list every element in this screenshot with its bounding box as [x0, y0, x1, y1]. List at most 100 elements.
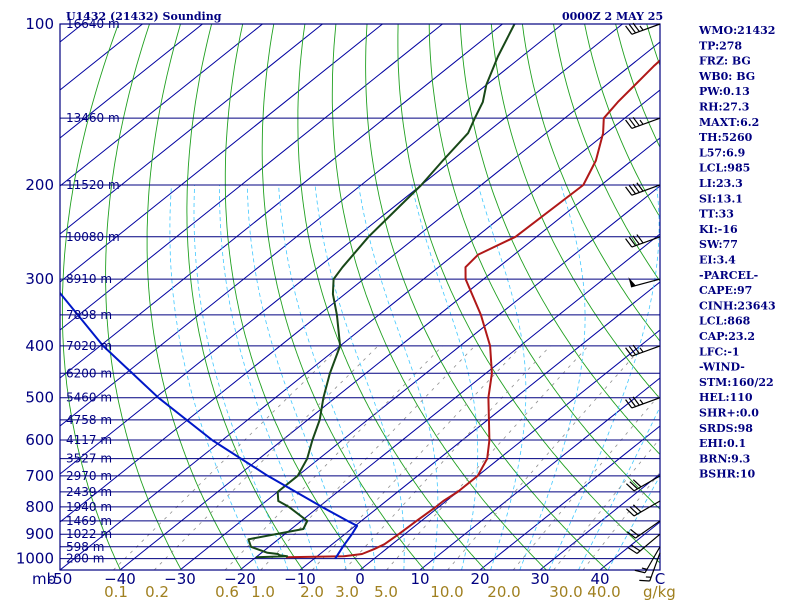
dry-adiabat-line	[459, 24, 660, 456]
index-value: EHI:0.1	[699, 437, 746, 450]
wind-barb-staff	[635, 520, 661, 539]
mixing-ratio-line	[582, 471, 660, 570]
wind-barb-half-feather	[639, 347, 644, 353]
wind-barb	[625, 344, 661, 357]
wind-barb-feather	[628, 397, 637, 407]
wind-barb-staff	[633, 500, 661, 517]
pressure-tick-label: 900	[25, 525, 54, 543]
dry-adiabat-line	[771, 24, 800, 570]
dewpoint-profile-line	[247, 24, 516, 559]
index-value: CINH:23643	[699, 299, 776, 312]
moist-adiabat-line	[314, 184, 405, 570]
pressure-tick-label: 300	[25, 270, 54, 288]
height-label: 7898 m	[66, 308, 112, 322]
wind-barb	[626, 520, 661, 539]
wind-barb-staff	[631, 184, 661, 196]
temperature-tick-label: −20	[224, 570, 256, 588]
wind-barb-feather	[632, 344, 640, 354]
height-label: 3527 m	[66, 452, 112, 466]
isotherm-line	[539, 473, 660, 570]
wind-barb-feather	[625, 347, 633, 357]
index-value: TH:5260	[699, 131, 753, 144]
height-label: 2970 m	[66, 469, 112, 483]
isotherm-line	[119, 137, 660, 570]
wind-barb-feather	[625, 238, 633, 248]
wind-barb-staff	[633, 475, 661, 492]
index-value: LI:23.3	[699, 177, 743, 190]
isotherm-line	[60, 24, 323, 235]
wind-barb-feather	[628, 346, 637, 356]
mixing-ratio-line	[153, 345, 379, 570]
wind-barb-feather	[632, 479, 642, 488]
mixing-ratio-line	[113, 345, 341, 570]
wind-barb	[625, 234, 661, 248]
wind-barb-staff	[631, 345, 661, 357]
height-label: 598 m	[66, 540, 104, 554]
isotherm-line	[60, 24, 623, 475]
height-label: 11520 m	[66, 178, 120, 192]
wind-barb	[639, 552, 661, 582]
sounding-time: 0000Z 2 MAY 25	[562, 10, 663, 23]
isotherm-line	[479, 425, 660, 570]
wind-barb-feather	[636, 182, 644, 192]
wind-barb	[626, 475, 661, 492]
isotherm-line	[60, 24, 563, 427]
mixing-ratio-line	[386, 345, 589, 570]
mixing-ratio-label: 40.0	[587, 583, 620, 600]
index-value: BRN:9.3	[699, 452, 750, 465]
wind-barb-feather	[628, 236, 637, 247]
index-value: PW:0.13	[699, 85, 750, 98]
wind-barb	[634, 546, 661, 574]
height-label: 200 m	[66, 552, 104, 566]
index-value: TT:33	[699, 208, 734, 221]
temperature-profile-line	[285, 59, 660, 559]
wind-barb-feather	[629, 506, 638, 515]
mixing-ratio-line	[447, 345, 644, 570]
mixing-ratio-label: 30.0	[549, 583, 582, 600]
mixing-ratio-label: 10.0	[430, 583, 463, 600]
mixing-ratio-label: 0.2	[145, 583, 169, 600]
wind-barb-feather	[626, 531, 636, 539]
isotherm-line	[60, 24, 443, 331]
isotherm-line	[60, 24, 203, 139]
index-value: SHR+:0.0	[699, 407, 759, 420]
wind-barb	[625, 182, 661, 196]
mixing-ratio-line	[553, 437, 660, 570]
temperature-tick-label: 20	[470, 570, 489, 588]
mixing-ratio-label: 20.0	[487, 583, 520, 600]
mixing-ratio-line	[260, 345, 476, 570]
wind-barb-half-feather	[639, 25, 644, 31]
height-label: 7020 m	[66, 339, 112, 353]
height-label: 8910 m	[66, 272, 112, 286]
isotherm-line	[60, 24, 383, 283]
moist-adiabat-line	[411, 184, 479, 570]
wind-barb-feather	[627, 547, 638, 554]
temperature-tick-label: 40	[590, 570, 609, 588]
pressure-tick-label: 200	[25, 176, 54, 194]
mixing-ratio-line	[343, 345, 551, 570]
index-value: WMO:21432	[698, 24, 775, 37]
dry-adiabat-line	[521, 24, 660, 342]
wind-barb-flag	[628, 277, 636, 287]
wind-barb-half-feather	[639, 119, 644, 125]
wind-barb-feather	[628, 24, 637, 34]
index-value: KI:-16	[699, 223, 738, 236]
temperature-tick-label: 30	[530, 570, 549, 588]
pressure-tick-label: 1000	[16, 550, 54, 568]
height-label: 5460 m	[66, 391, 112, 405]
wind-barb-feather	[628, 185, 637, 195]
dry-adiabat-line	[261, 24, 426, 570]
moist-adiabat-line	[169, 184, 259, 570]
mixing-ratio-line	[224, 345, 443, 570]
height-label: 13460 m	[66, 111, 120, 125]
height-label: 4758 m	[66, 413, 112, 427]
wind-barb-staff	[631, 117, 661, 129]
parcel-profile-line	[60, 291, 359, 560]
mixing-ratio-label: 5.0	[374, 583, 398, 600]
isotherm-line	[419, 377, 660, 570]
height-label: 1022 m	[66, 527, 112, 541]
height-label: 1469 m	[66, 514, 112, 528]
plot-frame	[59, 23, 661, 571]
index-value: SRDS:98	[699, 422, 753, 435]
